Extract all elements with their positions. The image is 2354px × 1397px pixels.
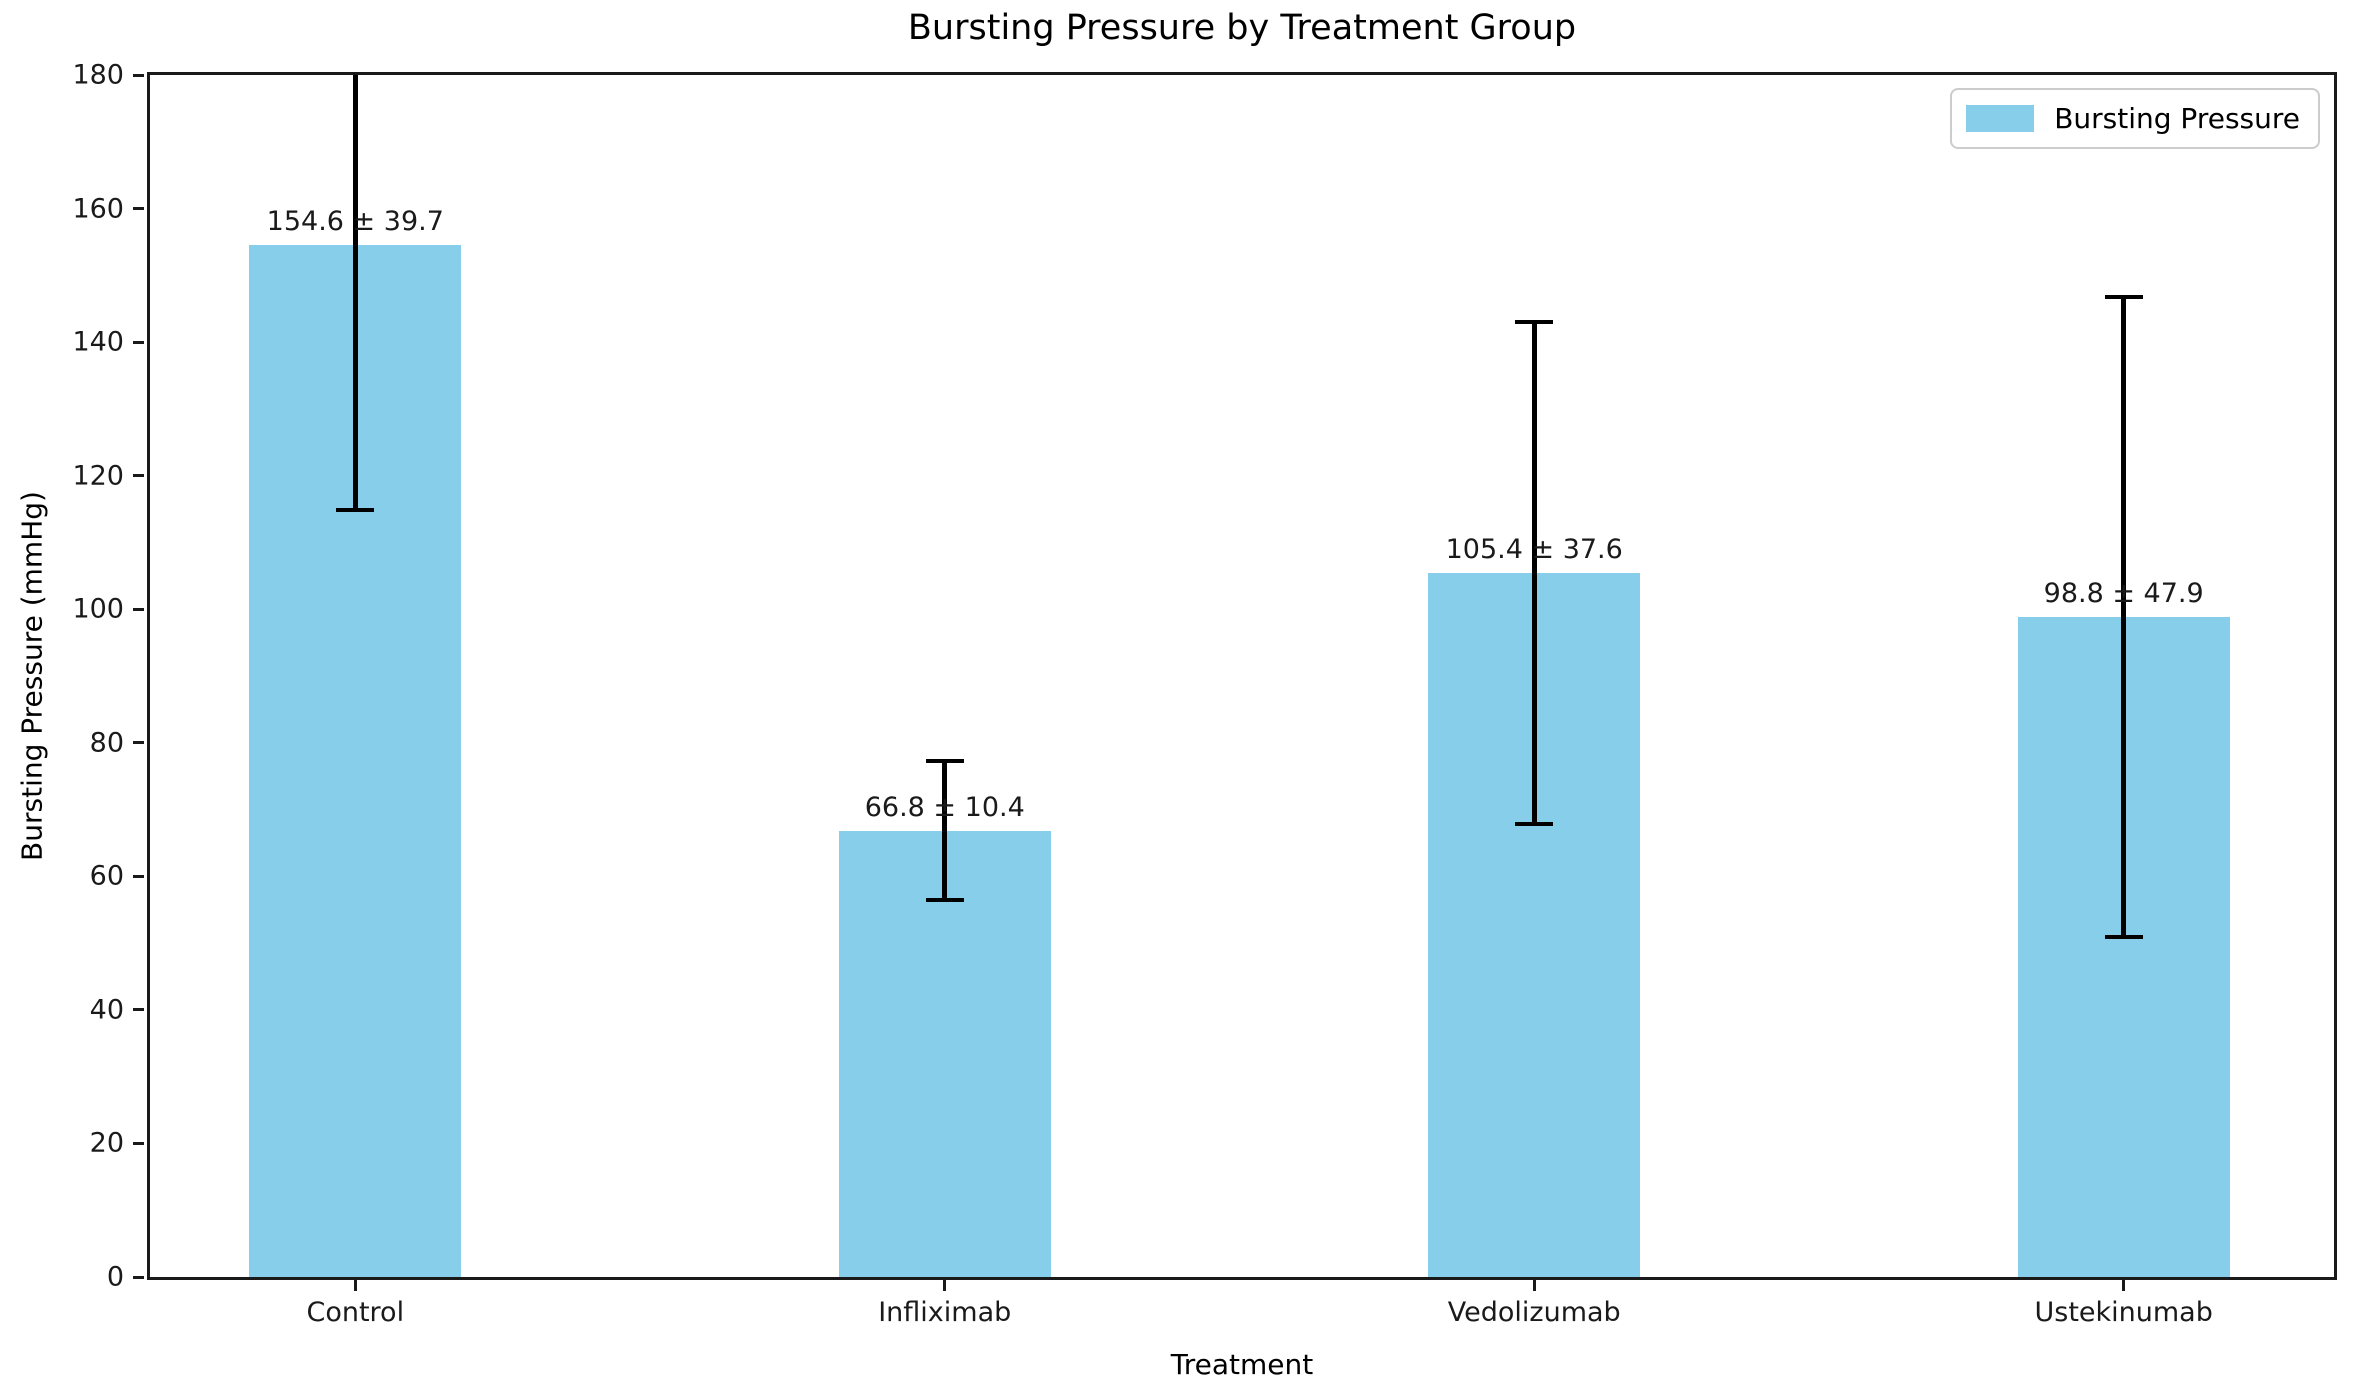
chart-title: Bursting Pressure by Treatment Group — [907, 8, 1577, 48]
y-tick-mark — [133, 1275, 144, 1279]
error-bar-lower-cap — [1515, 822, 1554, 827]
y-tick-label: 140 — [72, 326, 124, 358]
y-tick-label: 120 — [72, 460, 124, 492]
error-bar-upper-cap — [925, 759, 964, 764]
x-tick-mark — [353, 1280, 357, 1291]
error-bar — [352, 75, 358, 510]
plot-area: 0 20 40 60 80 100 120 140 160 180 154.6 ± 39.7 Cont… — [72, 60, 2337, 1328]
y-tick-mark — [133, 1008, 144, 1012]
x-tick-label-control: Control — [306, 1297, 405, 1328]
y-tick-label: 160 — [72, 193, 124, 225]
bar-infliximab — [838, 830, 1051, 1277]
y-tick-mark — [133, 474, 144, 478]
y-tick-label: 60 — [89, 860, 124, 892]
legend-label: Bursting Pressure — [2054, 102, 2300, 135]
error-bar-upper-cap — [2104, 295, 2143, 300]
y-tick-label: 100 — [72, 593, 124, 625]
y-tick-label: 40 — [89, 994, 124, 1026]
error-bar-lower-cap — [925, 898, 964, 903]
error-bar-lower-cap — [336, 507, 375, 512]
y-tick-mark — [133, 207, 144, 211]
y-tick-mark — [133, 607, 144, 611]
x-tick-label-ustekinumab: Ustekinumab — [2034, 1297, 2213, 1328]
x-tick-mark — [2122, 1280, 2126, 1291]
y-tick-mark — [133, 73, 144, 77]
error-bar — [942, 761, 948, 901]
y-axis-label: Bursting Pressure (mmHg) — [15, 491, 49, 861]
y-tick-mark — [133, 874, 144, 878]
legend-swatch-icon — [1966, 105, 2035, 132]
y-tick-label: 180 — [72, 59, 124, 91]
bar-value-label: 98.8 ± 47.9 — [2043, 578, 2204, 610]
bar-value-label: 105.4 ± 37.6 — [1445, 534, 1623, 566]
y-tick-mark — [133, 1141, 144, 1145]
x-tick-label-infliximab: Infliximab — [878, 1297, 1012, 1328]
y-tick-mark — [133, 340, 144, 344]
y-tick-label: 0 — [106, 1261, 124, 1293]
x-tick-mark — [1532, 1280, 1536, 1291]
bar-value-label: 66.8 ± 10.4 — [864, 791, 1025, 823]
bar-value-label: 154.6 ± 39.7 — [266, 205, 444, 237]
x-axis-label: Treatment — [1170, 1348, 1314, 1381]
y-tick-label: 80 — [89, 727, 124, 759]
x-tick-mark — [943, 1280, 947, 1291]
legend: Bursting Pressure — [1950, 88, 2320, 149]
x-tick-label-vedolizumab: Vedolizumab — [1447, 1297, 1621, 1328]
error-bar-lower-cap — [2104, 935, 2143, 940]
y-tick-mark — [133, 741, 144, 745]
y-tick-label: 20 — [89, 1127, 124, 1159]
error-bar-upper-cap — [1515, 320, 1554, 325]
error-bar — [1531, 322, 1537, 825]
error-bar — [2121, 297, 2127, 938]
